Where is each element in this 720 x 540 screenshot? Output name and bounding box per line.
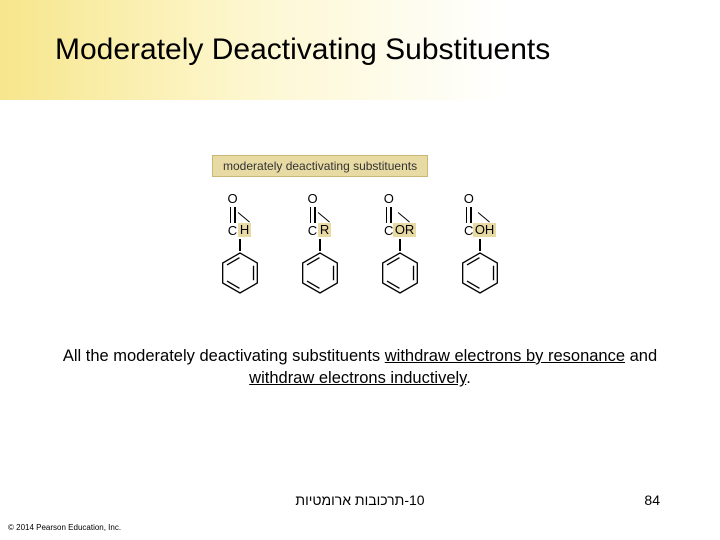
molecule-row: OCH OCR OCOR OCOH — [212, 191, 508, 300]
substituent-label: OH — [473, 223, 497, 237]
carbonyl-group: OCOR — [384, 191, 417, 239]
slide-number: 84 — [644, 492, 660, 508]
benzene-ring — [378, 251, 422, 300]
substituent-bond: OR — [393, 205, 417, 239]
figure-category-label: moderately deactivating substituents — [212, 155, 428, 177]
single-bond — [237, 205, 253, 219]
benzene-ring — [458, 251, 502, 300]
footer: 10-תרכובות ארומטיות 84 — [0, 492, 720, 508]
double-bond — [309, 207, 317, 223]
ring-bond — [479, 239, 480, 251]
single-bond — [397, 205, 413, 219]
single-bond — [477, 205, 493, 219]
single-bond — [317, 205, 333, 219]
molecule: OCH — [218, 191, 262, 300]
substituent-bond: R — [317, 205, 333, 239]
carbonyl-group: OCOH — [464, 191, 497, 239]
caption-part: All the moderately deactivating substitu… — [63, 347, 385, 365]
caption-part: . — [466, 369, 471, 387]
ring-bond — [399, 239, 400, 251]
substituent-label: H — [238, 223, 251, 237]
benzene-ring — [218, 251, 262, 300]
caption-text: All the moderately deactivating substitu… — [0, 345, 720, 390]
substituent-label: R — [318, 223, 331, 237]
substituent-label: OR — [393, 223, 417, 237]
caption-part: and — [625, 347, 657, 365]
molecule: OCOR — [378, 191, 422, 300]
caption-underline: withdraw electrons by resonance — [385, 347, 625, 365]
molecule: OCR — [298, 191, 342, 300]
caption-underline: withdraw electrons inductively — [249, 369, 466, 387]
double-bond — [229, 207, 237, 223]
carbonyl-group: OCH — [227, 191, 252, 239]
substituent-bond: OH — [473, 205, 497, 239]
ring-bond — [239, 239, 240, 251]
chemistry-figure: moderately deactivating substituents OCH… — [0, 155, 720, 300]
slide-title: Moderately Deactivating Substituents — [55, 33, 550, 67]
copyright-text: © 2014 Pearson Education, Inc. — [8, 523, 121, 532]
carbonyl-group: OCR — [307, 191, 332, 239]
benzene-ring — [298, 251, 342, 300]
footer-center-text: 10-תרכובות ארומטיות — [0, 492, 720, 508]
double-bond — [385, 207, 393, 223]
ring-bond — [319, 239, 320, 251]
substituent-bond: H — [237, 205, 253, 239]
double-bond — [465, 207, 473, 223]
title-band: Moderately Deactivating Substituents — [0, 0, 720, 100]
molecule: OCOH — [458, 191, 502, 300]
